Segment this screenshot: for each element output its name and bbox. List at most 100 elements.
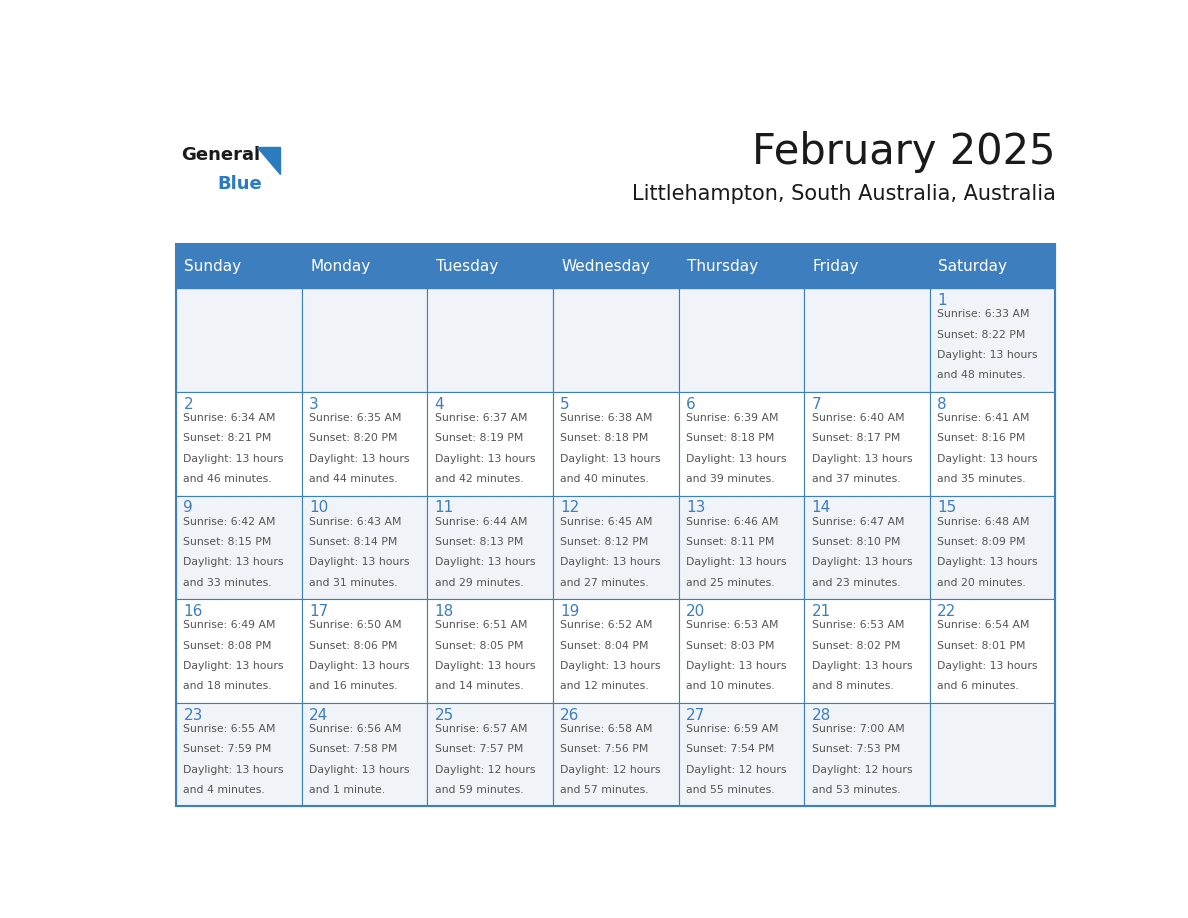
Bar — [176, 392, 302, 496]
Text: Saturday: Saturday — [939, 259, 1007, 274]
Text: and 16 minutes.: and 16 minutes. — [309, 681, 398, 691]
Text: Daylight: 12 hours: Daylight: 12 hours — [685, 765, 786, 775]
Bar — [176, 244, 1055, 288]
Text: Sunset: 8:12 PM: Sunset: 8:12 PM — [561, 537, 649, 547]
Bar — [804, 288, 930, 392]
Text: and 18 minutes.: and 18 minutes. — [183, 681, 272, 691]
Text: 27: 27 — [685, 708, 706, 722]
Bar — [176, 288, 302, 392]
Bar — [176, 244, 302, 288]
Text: Daylight: 13 hours: Daylight: 13 hours — [937, 557, 1037, 567]
Text: 26: 26 — [561, 708, 580, 722]
Text: and 8 minutes.: and 8 minutes. — [811, 681, 893, 691]
Text: and 33 minutes.: and 33 minutes. — [183, 577, 272, 588]
Text: 7: 7 — [811, 397, 821, 412]
Text: and 55 minutes.: and 55 minutes. — [685, 785, 775, 795]
Text: and 59 minutes.: and 59 minutes. — [435, 785, 524, 795]
Bar — [930, 244, 1055, 288]
Text: 13: 13 — [685, 500, 706, 516]
Text: Sunrise: 6:35 AM: Sunrise: 6:35 AM — [309, 413, 402, 423]
Text: Sunset: 8:04 PM: Sunset: 8:04 PM — [561, 641, 649, 651]
Text: Sunrise: 6:51 AM: Sunrise: 6:51 AM — [435, 621, 527, 631]
Bar — [302, 703, 428, 806]
Bar — [552, 703, 678, 806]
Text: Sunset: 8:11 PM: Sunset: 8:11 PM — [685, 537, 775, 547]
Bar — [804, 496, 930, 599]
Text: 15: 15 — [937, 500, 956, 516]
Text: Daylight: 13 hours: Daylight: 13 hours — [561, 661, 661, 671]
Bar — [678, 288, 804, 392]
Text: 17: 17 — [309, 604, 328, 619]
Text: and 29 minutes.: and 29 minutes. — [435, 577, 524, 588]
Text: and 44 minutes.: and 44 minutes. — [309, 474, 398, 484]
Text: and 4 minutes.: and 4 minutes. — [183, 785, 265, 795]
Bar — [428, 703, 552, 806]
Text: General: General — [181, 145, 260, 163]
Text: Daylight: 13 hours: Daylight: 13 hours — [561, 557, 661, 567]
Bar — [176, 496, 302, 599]
Bar — [302, 244, 428, 288]
Text: Daylight: 13 hours: Daylight: 13 hours — [309, 557, 410, 567]
Text: 10: 10 — [309, 500, 328, 516]
Text: Sunset: 8:06 PM: Sunset: 8:06 PM — [309, 641, 398, 651]
Text: and 46 minutes.: and 46 minutes. — [183, 474, 272, 484]
Text: 5: 5 — [561, 397, 570, 412]
Text: Sunset: 8:09 PM: Sunset: 8:09 PM — [937, 537, 1025, 547]
Text: and 31 minutes.: and 31 minutes. — [309, 577, 398, 588]
Text: Daylight: 13 hours: Daylight: 13 hours — [811, 661, 912, 671]
Text: Daylight: 12 hours: Daylight: 12 hours — [811, 765, 912, 775]
Text: Sunrise: 6:47 AM: Sunrise: 6:47 AM — [811, 517, 904, 527]
Text: Sunrise: 6:44 AM: Sunrise: 6:44 AM — [435, 517, 527, 527]
Text: Daylight: 13 hours: Daylight: 13 hours — [811, 557, 912, 567]
Bar — [552, 244, 678, 288]
Text: 18: 18 — [435, 604, 454, 619]
Text: 11: 11 — [435, 500, 454, 516]
Bar — [176, 703, 302, 806]
Text: 21: 21 — [811, 604, 830, 619]
Text: Sunrise: 6:57 AM: Sunrise: 6:57 AM — [435, 724, 527, 734]
Text: and 20 minutes.: and 20 minutes. — [937, 577, 1026, 588]
Bar — [428, 244, 552, 288]
Bar — [302, 288, 428, 392]
Text: Daylight: 13 hours: Daylight: 13 hours — [937, 661, 1037, 671]
Text: Daylight: 13 hours: Daylight: 13 hours — [183, 661, 284, 671]
Text: and 10 minutes.: and 10 minutes. — [685, 681, 775, 691]
Bar — [176, 288, 1055, 806]
Text: Sunset: 8:20 PM: Sunset: 8:20 PM — [309, 433, 398, 443]
Text: and 48 minutes.: and 48 minutes. — [937, 370, 1025, 380]
Text: Sunrise: 6:41 AM: Sunrise: 6:41 AM — [937, 413, 1030, 423]
Text: Sunrise: 6:43 AM: Sunrise: 6:43 AM — [309, 517, 402, 527]
Text: Daylight: 13 hours: Daylight: 13 hours — [685, 453, 786, 464]
Text: 6: 6 — [685, 397, 696, 412]
Text: Sunset: 8:05 PM: Sunset: 8:05 PM — [435, 641, 523, 651]
Text: 2: 2 — [183, 397, 194, 412]
Text: Daylight: 13 hours: Daylight: 13 hours — [435, 453, 536, 464]
Text: Sunrise: 6:58 AM: Sunrise: 6:58 AM — [561, 724, 653, 734]
Text: Sunset: 8:18 PM: Sunset: 8:18 PM — [685, 433, 775, 443]
Text: Monday: Monday — [310, 259, 371, 274]
Text: and 37 minutes.: and 37 minutes. — [811, 474, 901, 484]
Bar — [678, 703, 804, 806]
Text: and 53 minutes.: and 53 minutes. — [811, 785, 901, 795]
Text: Sunset: 7:58 PM: Sunset: 7:58 PM — [309, 744, 398, 755]
Text: Sunset: 7:53 PM: Sunset: 7:53 PM — [811, 744, 901, 755]
Bar — [552, 599, 678, 703]
Text: 28: 28 — [811, 708, 830, 722]
Text: Daylight: 13 hours: Daylight: 13 hours — [435, 661, 536, 671]
Text: 22: 22 — [937, 604, 956, 619]
Text: 1: 1 — [937, 293, 947, 308]
Polygon shape — [257, 147, 280, 174]
Text: Sunrise: 6:37 AM: Sunrise: 6:37 AM — [435, 413, 527, 423]
Text: Sunset: 8:13 PM: Sunset: 8:13 PM — [435, 537, 523, 547]
Text: Sunset: 8:21 PM: Sunset: 8:21 PM — [183, 433, 272, 443]
Text: Sunrise: 6:50 AM: Sunrise: 6:50 AM — [309, 621, 402, 631]
Text: Blue: Blue — [217, 175, 263, 193]
Text: Sunrise: 6:53 AM: Sunrise: 6:53 AM — [811, 621, 904, 631]
Text: Sunset: 8:14 PM: Sunset: 8:14 PM — [309, 537, 398, 547]
Bar — [804, 703, 930, 806]
Text: Daylight: 13 hours: Daylight: 13 hours — [183, 557, 284, 567]
Text: and 6 minutes.: and 6 minutes. — [937, 681, 1019, 691]
Bar — [930, 599, 1055, 703]
Text: 20: 20 — [685, 604, 706, 619]
Text: Littlehampton, South Australia, Australia: Littlehampton, South Australia, Australi… — [632, 185, 1055, 205]
